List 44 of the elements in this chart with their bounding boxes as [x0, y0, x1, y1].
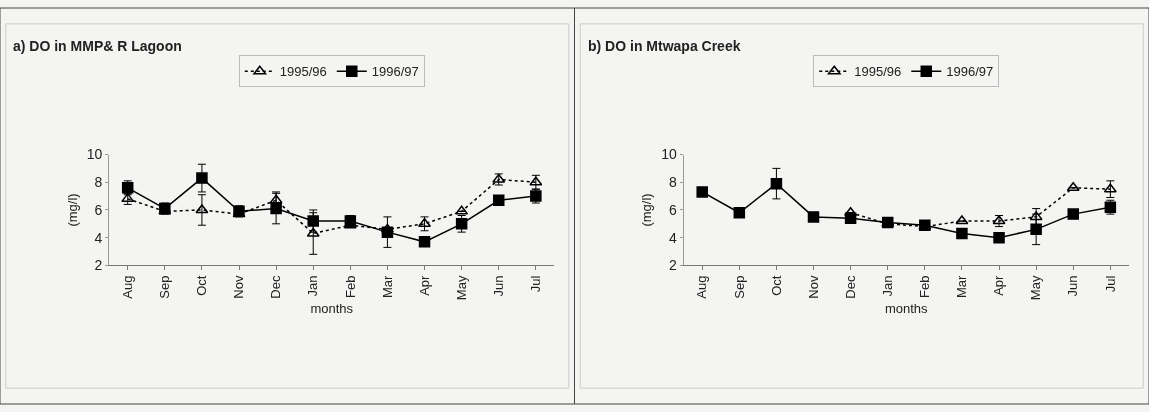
y-tick-label: 2: [94, 257, 103, 274]
x-tick-label: Jul: [528, 275, 544, 293]
x-tick-label: Feb: [342, 275, 358, 299]
y-axis-title: (mg/l): [64, 193, 80, 227]
y-tick-label: 2: [669, 257, 678, 274]
x-tick-label: Jun: [490, 275, 506, 297]
x-tick-label: May: [453, 275, 469, 301]
x-tick-label: Jun: [1065, 275, 1081, 297]
x-tick-label: Apr: [991, 274, 1007, 296]
x-tick-label: Nov: [805, 275, 821, 299]
y-tick-label: 10: [661, 146, 678, 163]
x-tick-label: Sep: [731, 275, 747, 299]
y-tick-label: 4: [669, 229, 678, 246]
y-tick-label: 8: [669, 174, 678, 191]
x-tick-label: Mar: [379, 274, 395, 298]
legend-label: 1996/97: [946, 64, 994, 80]
x-tick-label: Oct: [194, 275, 210, 296]
x-axis-title: months: [884, 300, 929, 316]
y-tick-label: 6: [94, 201, 103, 218]
x-tick-label: Oct: [768, 275, 784, 296]
legend-label: 1995/96: [854, 64, 902, 80]
chart-title: a) DO in MMP& R Lagoon: [13, 38, 182, 54]
y-tick-label: 10: [86, 146, 103, 163]
y-axis-title: (mg/l): [639, 193, 655, 227]
x-tick-label: Aug: [694, 275, 710, 299]
x-tick-label: Jan: [305, 275, 321, 297]
x-tick-label: Jan: [879, 275, 895, 297]
x-axis-title: months: [310, 300, 354, 316]
y-tick-label: 4: [94, 229, 103, 246]
x-tick-label: Aug: [119, 275, 135, 299]
x-tick-label: Apr: [416, 274, 432, 296]
legend-label: 1995/96: [279, 64, 327, 80]
x-tick-label: Dec: [842, 275, 858, 299]
x-tick-label: Feb: [917, 275, 933, 299]
x-tick-label: Nov: [231, 275, 247, 299]
y-tick-label: 6: [669, 201, 678, 218]
x-tick-label: May: [1028, 275, 1044, 301]
y-tick-label: 8: [94, 174, 103, 191]
legend-label: 1996/97: [371, 64, 419, 80]
x-tick-label: Mar: [954, 274, 970, 298]
x-tick-label: Dec: [268, 275, 284, 299]
x-tick-label: Jul: [1102, 275, 1118, 293]
chart-title: b) DO in Mtwapa Creek: [588, 38, 741, 54]
x-tick-label: Sep: [157, 275, 173, 299]
